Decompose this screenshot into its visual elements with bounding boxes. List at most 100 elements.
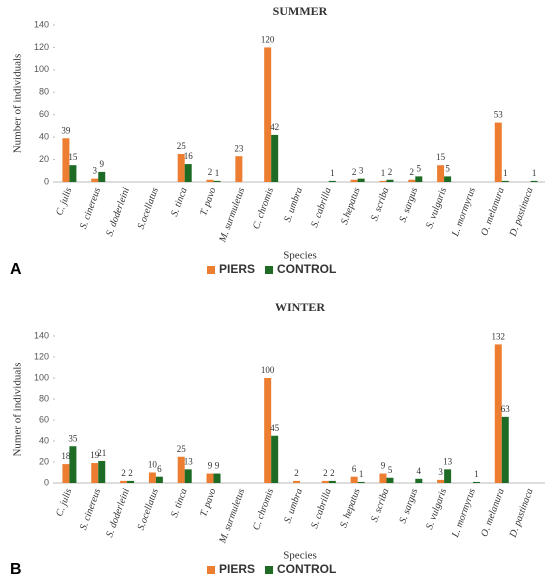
value-label: 2: [294, 468, 299, 478]
value-label: 6: [157, 464, 162, 474]
bar: [357, 178, 365, 182]
value-label: 1: [532, 168, 537, 178]
value-label: 2: [352, 167, 357, 177]
value-label: 9: [99, 159, 104, 169]
value-label: 63: [501, 404, 511, 414]
y-tick-label: 140: [34, 330, 49, 340]
value-label: 45: [270, 423, 280, 433]
value-label: 1: [215, 168, 220, 178]
bar: [213, 473, 221, 483]
value-label: 2: [323, 468, 328, 478]
value-label: 3: [359, 166, 364, 176]
x-tick-label: C. julis: [54, 186, 74, 217]
bar: [437, 479, 445, 483]
x-tick-label: S. scriba: [369, 186, 391, 223]
bar: [379, 180, 387, 182]
bar: [293, 480, 300, 483]
chart-title: SUMMER: [273, 4, 328, 18]
x-tick-label: O. melanura: [479, 487, 507, 538]
bar: [386, 179, 394, 182]
bar: [184, 164, 192, 182]
bar: [408, 179, 416, 182]
value-label: 1: [330, 168, 335, 178]
legend-swatch: [265, 266, 274, 274]
x-tick-label: S. cabrilla: [309, 186, 334, 229]
x-tick-label: L. mormyrus: [450, 487, 478, 540]
value-label: 1: [474, 469, 479, 479]
chart-title: WINTER: [275, 300, 325, 314]
legend-label: PIERS: [219, 262, 255, 276]
bar: [206, 179, 214, 182]
value-label: 100: [261, 365, 275, 375]
value-label: 1: [503, 168, 508, 178]
value-label: 2: [208, 167, 213, 177]
x-tick-label: D. pastinaca: [507, 487, 535, 540]
bar: [501, 180, 509, 182]
bar: [148, 472, 156, 483]
value-label: 10: [148, 460, 158, 470]
legend-label: CONTROL: [277, 262, 336, 276]
y-tick-label: 100: [34, 64, 49, 74]
value-label: 35: [68, 433, 78, 443]
y-tick-label: 60: [39, 414, 49, 424]
bar: [264, 47, 272, 182]
value-label: 3: [438, 467, 443, 477]
bar: [127, 480, 135, 483]
value-label: 18: [61, 451, 71, 461]
value-label: 42: [270, 122, 279, 132]
value-label: 25: [177, 444, 187, 454]
bar: [120, 480, 128, 483]
y-tick-label: 0: [44, 477, 49, 487]
bar: [494, 344, 502, 483]
value-label: 15: [68, 152, 78, 162]
y-tick-label: 100: [34, 372, 49, 382]
value-label: 9: [215, 461, 220, 471]
legend-swatch: [207, 566, 215, 574]
value-label: 2: [330, 468, 335, 478]
y-tick-label: 20: [39, 154, 49, 164]
value-label: 2: [121, 468, 126, 478]
value-label: 1: [359, 469, 364, 479]
value-label: 3: [92, 166, 97, 176]
bar: [444, 469, 452, 483]
x-tick-label: S.ocellatus: [136, 186, 161, 231]
value-label: 5: [417, 163, 422, 173]
x-tick-label: T. pavo: [198, 186, 218, 217]
value-label: 23: [234, 143, 244, 153]
x-tick-label: D. pastinaca: [507, 186, 535, 239]
bar: [98, 171, 106, 182]
y-tick-label: 20: [39, 456, 49, 466]
bar: [235, 156, 243, 182]
y-tick-label: 40: [39, 132, 49, 142]
value-label: 132: [492, 331, 506, 341]
x-tick-label: S. tinca: [169, 186, 190, 218]
bar: [321, 480, 329, 483]
value-label: 39: [61, 125, 71, 135]
y-tick-label: 40: [39, 435, 49, 445]
bar: [98, 460, 106, 483]
bar: [494, 122, 502, 182]
value-label: 5: [388, 465, 393, 475]
x-tick-label: M. surmuletus: [217, 487, 247, 546]
bar: [350, 179, 358, 182]
x-tick-label: S. cabrilla: [309, 487, 334, 530]
x-tick-label: S. doderleini: [104, 487, 132, 539]
bar: [62, 138, 70, 182]
bar: [155, 476, 163, 483]
bar: [264, 378, 272, 483]
bar: [415, 478, 423, 483]
value-label: 16: [184, 151, 194, 161]
value-label: 13: [443, 456, 453, 466]
y-axis-label: Numer of individuals: [12, 362, 24, 456]
x-tick-label: S.hepatus: [339, 186, 363, 226]
bar: [206, 473, 214, 483]
bar: [184, 469, 192, 483]
y-tick-label: 140: [34, 19, 49, 29]
y-tick-label: 80: [39, 393, 49, 403]
panel-label: A: [10, 261, 22, 278]
y-axis-label: Number of individuals: [12, 54, 24, 154]
bar: [271, 435, 279, 483]
bar: [357, 481, 365, 483]
bar: [437, 165, 445, 182]
value-label: 2: [410, 167, 415, 177]
